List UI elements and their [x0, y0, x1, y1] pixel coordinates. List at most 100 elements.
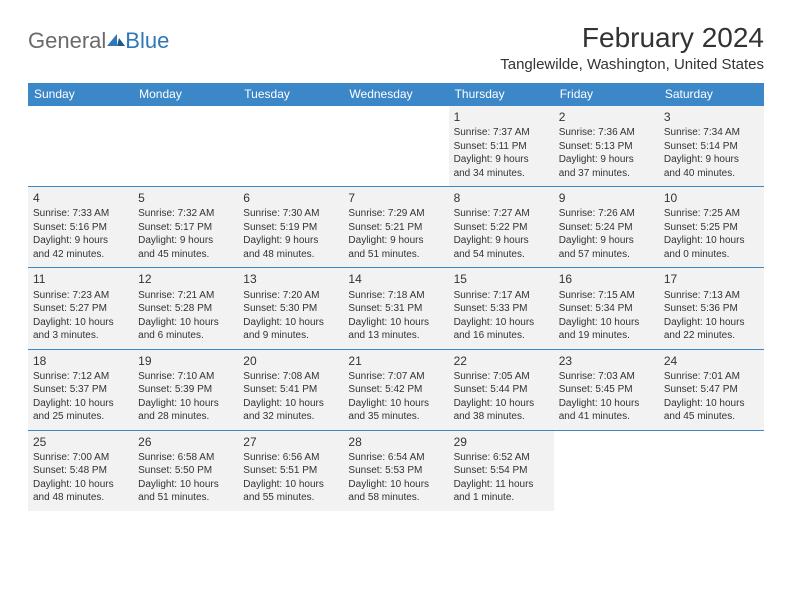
sun-info-line: Sunrise: 7:34 AM: [664, 126, 759, 140]
day-cell: 2Sunrise: 7:36 AMSunset: 5:13 PMDaylight…: [554, 106, 659, 186]
day-number: 14: [348, 271, 443, 287]
weeks-container: 1Sunrise: 7:37 AMSunset: 5:11 PMDaylight…: [28, 105, 764, 511]
sun-info-line: Daylight: 9 hours: [348, 234, 443, 248]
sun-info-line: and 48 minutes.: [33, 491, 128, 505]
sun-info-line: Sunrise: 7:26 AM: [559, 207, 654, 221]
weekday-header: Tuesday: [238, 83, 343, 105]
sun-info-line: Sunrise: 7:21 AM: [138, 289, 233, 303]
sun-info-line: Sunrise: 7:01 AM: [664, 370, 759, 384]
sun-info-line: Daylight: 10 hours: [559, 316, 654, 330]
sun-info-line: and 51 minutes.: [138, 491, 233, 505]
sun-info-line: and 45 minutes.: [664, 410, 759, 424]
weekday-header: Friday: [554, 83, 659, 105]
sun-info-line: Sunrise: 6:58 AM: [138, 451, 233, 465]
day-number: 11: [33, 271, 128, 287]
day-number: 3: [664, 109, 759, 125]
sun-info-line: Sunset: 5:28 PM: [138, 302, 233, 316]
day-number: 16: [559, 271, 654, 287]
day-number: 28: [348, 434, 443, 450]
day-cell: 22Sunrise: 7:05 AMSunset: 5:44 PMDayligh…: [449, 350, 554, 430]
sun-info-line: Sunrise: 6:56 AM: [243, 451, 338, 465]
sun-info-line: Daylight: 9 hours: [33, 234, 128, 248]
title-block: February 2024 Tanglewilde, Washington, U…: [500, 22, 764, 73]
day-number: 13: [243, 271, 338, 287]
day-number: 5: [138, 190, 233, 206]
sun-info-line: Sunset: 5:17 PM: [138, 221, 233, 235]
sun-info-line: Sunrise: 7:20 AM: [243, 289, 338, 303]
sun-info-line: Sunrise: 7:03 AM: [559, 370, 654, 384]
day-number: 19: [138, 353, 233, 369]
day-cell: 3Sunrise: 7:34 AMSunset: 5:14 PMDaylight…: [659, 106, 764, 186]
sun-info-line: Daylight: 9 hours: [454, 234, 549, 248]
sun-info-line: Sunrise: 7:27 AM: [454, 207, 549, 221]
sun-info-line: Daylight: 10 hours: [664, 316, 759, 330]
sun-info-line: and 0 minutes.: [664, 248, 759, 262]
day-cell: [238, 106, 343, 186]
day-number: 29: [454, 434, 549, 450]
day-number: 6: [243, 190, 338, 206]
sun-info-line: and 40 minutes.: [664, 167, 759, 181]
sun-info-line: and 37 minutes.: [559, 167, 654, 181]
calendar-page: GeneralBlue February 2024 Tanglewilde, W…: [0, 0, 792, 531]
day-cell: 25Sunrise: 7:00 AMSunset: 5:48 PMDayligh…: [28, 431, 133, 511]
sun-info-line: Daylight: 10 hours: [454, 397, 549, 411]
sun-info-line: Daylight: 10 hours: [33, 478, 128, 492]
sun-info-line: and 9 minutes.: [243, 329, 338, 343]
logo: GeneralBlue: [28, 22, 169, 54]
day-cell: 9Sunrise: 7:26 AMSunset: 5:24 PMDaylight…: [554, 187, 659, 267]
weekday-header: Sunday: [28, 83, 133, 105]
sun-info-line: Daylight: 10 hours: [138, 316, 233, 330]
day-cell: 27Sunrise: 6:56 AMSunset: 5:51 PMDayligh…: [238, 431, 343, 511]
sun-info-line: Sunset: 5:42 PM: [348, 383, 443, 397]
sun-info-line: Daylight: 10 hours: [454, 316, 549, 330]
week-row: 18Sunrise: 7:12 AMSunset: 5:37 PMDayligh…: [28, 349, 764, 430]
day-cell: 18Sunrise: 7:12 AMSunset: 5:37 PMDayligh…: [28, 350, 133, 430]
day-number: 10: [664, 190, 759, 206]
day-cell: 4Sunrise: 7:33 AMSunset: 5:16 PMDaylight…: [28, 187, 133, 267]
day-cell: 12 Sunrise: 7:21 AMSunset: 5:28 PMDayligh…: [133, 268, 238, 348]
location-text: Tanglewilde, Washington, United States: [500, 56, 764, 73]
sun-info-line: and 6 minutes.: [138, 329, 233, 343]
sun-info-line: Sunset: 5:41 PM: [243, 383, 338, 397]
page-header: GeneralBlue February 2024 Tanglewilde, W…: [28, 22, 764, 73]
sun-info-line: Sunrise: 7:30 AM: [243, 207, 338, 221]
day-number: 22: [454, 353, 549, 369]
sun-info-line: and 41 minutes.: [559, 410, 654, 424]
sun-info-line: and 34 minutes.: [454, 167, 549, 181]
sun-info-line: Sunrise: 7:32 AM: [138, 207, 233, 221]
sun-info-line: Daylight: 9 hours: [559, 234, 654, 248]
day-cell: 20Sunrise: 7:08 AMSunset: 5:41 PMDayligh…: [238, 350, 343, 430]
sun-info-line: Sunrise: 6:54 AM: [348, 451, 443, 465]
day-number: 15: [454, 271, 549, 287]
sun-info-line: Sunset: 5:39 PM: [138, 383, 233, 397]
sun-info-line: and 54 minutes.: [454, 248, 549, 262]
sun-info-line: Daylight: 9 hours: [243, 234, 338, 248]
sun-info-line: Daylight: 9 hours: [559, 153, 654, 167]
day-cell: 5Sunrise: 7:32 AMSunset: 5:17 PMDaylight…: [133, 187, 238, 267]
sun-info-line: Sunset: 5:22 PM: [454, 221, 549, 235]
weekday-header-row: SundayMondayTuesdayWednesdayThursdayFrid…: [28, 83, 764, 105]
sun-info-line: Sunrise: 7:00 AM: [33, 451, 128, 465]
day-cell: [133, 106, 238, 186]
day-number: 9: [559, 190, 654, 206]
day-cell: 1Sunrise: 7:37 AMSunset: 5:11 PMDaylight…: [449, 106, 554, 186]
sun-info-line: and 22 minutes.: [664, 329, 759, 343]
day-number: 12: [138, 271, 233, 287]
logo-text-blue: Blue: [125, 28, 169, 54]
day-cell: [28, 106, 133, 186]
week-row: 11Sunrise: 7:23 AMSunset: 5:27 PMDayligh…: [28, 267, 764, 348]
day-number: 7: [348, 190, 443, 206]
sun-info-line: Daylight: 10 hours: [348, 478, 443, 492]
sun-info-line: Sunset: 5:34 PM: [559, 302, 654, 316]
day-cell: 28Sunrise: 6:54 AMSunset: 5:53 PMDayligh…: [343, 431, 448, 511]
weekday-header: Wednesday: [343, 83, 448, 105]
day-cell: 15Sunrise: 7:17 AMSunset: 5:33 PMDayligh…: [449, 268, 554, 348]
sun-info-line: Sunset: 5:47 PM: [664, 383, 759, 397]
sun-info-line: Sunset: 5:50 PM: [138, 464, 233, 478]
sun-info-line: Sunrise: 7:12 AM: [33, 370, 128, 384]
sun-info-line: and 55 minutes.: [243, 491, 338, 505]
sun-info-line: Sunset: 5:25 PM: [664, 221, 759, 235]
sun-info-line: Daylight: 9 hours: [138, 234, 233, 248]
sun-info-line: Sunset: 5:36 PM: [664, 302, 759, 316]
calendar-grid: SundayMondayTuesdayWednesdayThursdayFrid…: [28, 83, 764, 511]
